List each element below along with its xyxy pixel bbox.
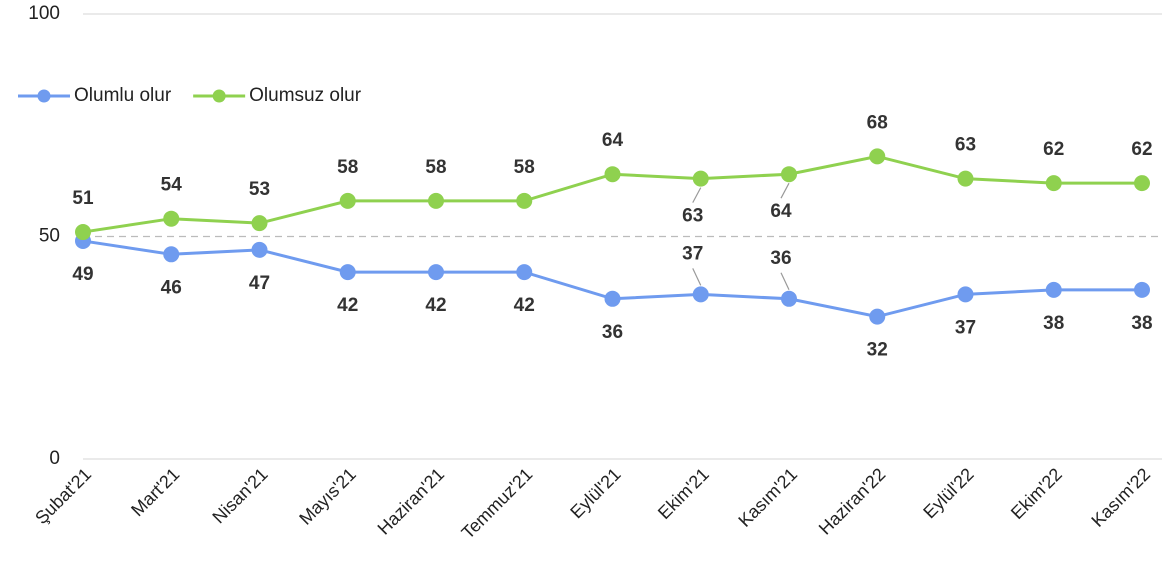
data-label: 68 [867,112,888,133]
data-label: 42 [425,295,446,316]
legend-marker [212,89,226,103]
data-point [781,166,797,183]
leader-line [692,187,702,203]
x-tick-label: Eylül'22 [919,464,977,522]
data-point [428,264,444,281]
y-tick-label: 100 [28,3,60,24]
data-point [339,264,356,281]
leader-line [780,272,790,291]
x-tick-label: Temmuz'21 [458,464,537,543]
x-tick-label: Ekim'21 [654,464,713,523]
x-tick-label: Eylül'21 [566,464,624,522]
data-point [957,286,974,303]
data-point [251,241,268,258]
data-point [339,192,356,209]
data-label: 47 [249,273,270,294]
data-label: 42 [337,295,358,316]
data-point [163,246,180,263]
data-point [869,148,886,165]
data-point [163,210,180,227]
data-point [428,192,444,209]
data-label: 62 [1043,139,1064,160]
data-point [1134,281,1150,298]
data-label: 63 [682,206,703,227]
leader-line [780,182,790,199]
data-point [692,170,709,187]
x-tick-label: Kasım'21 [734,464,801,531]
y-tick-label: 0 [49,448,60,469]
data-label: 38 [1131,313,1152,334]
data-point [957,170,974,187]
data-label: 58 [425,157,446,178]
leader-line [692,268,702,286]
x-tick-label: Kasım'22 [1087,464,1154,531]
legend-marker [37,89,51,103]
data-point [604,166,621,183]
x-tick-label: Haziran'21 [374,464,449,539]
data-point [692,286,709,303]
data-label: 37 [682,243,703,264]
data-point [869,308,886,325]
data-label: 36 [770,248,791,269]
data-label: 37 [955,317,976,338]
x-tick-label: Haziran'22 [815,464,890,539]
data-label: 62 [1131,139,1152,160]
data-label: 54 [161,175,183,196]
data-label: 53 [249,179,270,200]
data-label: 51 [72,188,94,209]
data-label: 32 [867,340,888,361]
x-tick-label: Mayıs'21 [295,464,360,529]
legend-label: Olumlu olur [74,85,172,106]
data-point [516,264,533,281]
data-label: 36 [602,322,623,343]
data-label: 49 [72,264,93,285]
data-label: 38 [1043,313,1064,334]
data-point [251,215,268,232]
data-label: 63 [955,135,976,156]
data-label: 46 [161,277,182,298]
data-point [75,224,91,241]
data-point [516,192,533,209]
data-point [1045,281,1062,298]
x-tick-label: Mart'21 [127,464,183,520]
x-tick-label: Ekim'22 [1007,464,1066,523]
data-label: 58 [514,157,535,178]
data-label: 64 [770,201,792,222]
data-label: 42 [514,295,535,316]
x-tick-label: Şubat'21 [31,464,95,528]
data-point [1134,175,1150,192]
y-tick-label: 50 [39,226,60,247]
x-tick-label: Nisan'21 [208,464,271,527]
legend-label: Olumsuz olur [249,85,362,106]
data-label: 58 [337,157,358,178]
data-label: 64 [602,130,624,151]
data-point [781,290,797,307]
data-point [1045,175,1062,192]
data-point [604,290,621,307]
